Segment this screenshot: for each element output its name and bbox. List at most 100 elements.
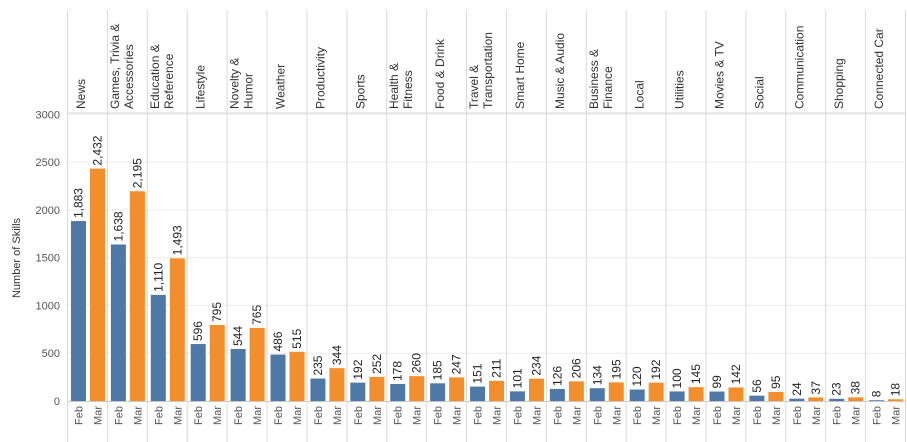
x-tick-label: Feb xyxy=(153,406,165,425)
bar-feb xyxy=(110,244,126,401)
data-label: 486 xyxy=(271,331,285,351)
bar-mar xyxy=(329,368,345,401)
y-axis: Number of Skills 0 500 1000 1500 2000 2500 300… xyxy=(11,109,60,408)
category-header: News xyxy=(74,79,88,109)
x-tick-label: Mar xyxy=(372,406,384,425)
bar-mar xyxy=(528,378,544,401)
data-label: 211 xyxy=(490,358,504,377)
bar-mar xyxy=(728,387,744,401)
data-label: 765 xyxy=(250,305,264,325)
x-tick-label: Feb xyxy=(792,406,804,425)
bar-mar xyxy=(808,397,824,401)
bar-mar xyxy=(888,399,904,401)
data-label: 120 xyxy=(630,366,644,386)
bar-mar xyxy=(90,168,105,401)
category-header: Accessories xyxy=(122,44,136,109)
category-header: Health & xyxy=(387,63,401,109)
category-header: Sports xyxy=(353,74,367,109)
data-label: 234 xyxy=(529,355,543,375)
bar-feb xyxy=(869,400,885,401)
data-label: 192 xyxy=(351,359,365,379)
x-tick-label: Mar xyxy=(412,406,424,425)
data-label: 247 xyxy=(450,354,464,374)
category-header: Food & Drink xyxy=(433,38,447,109)
category-header: Weather xyxy=(274,64,288,109)
data-label: 38 xyxy=(849,381,863,395)
category-header: Humor xyxy=(242,73,256,109)
x-tick-label: Feb xyxy=(473,406,485,425)
category-header: Connected Car xyxy=(872,28,886,109)
data-label: 37 xyxy=(809,381,823,395)
x-tick-label: Mar xyxy=(891,406,903,425)
data-label: 1,638 xyxy=(111,211,125,241)
data-label: 596 xyxy=(191,321,205,341)
x-tick-label: Feb xyxy=(193,406,205,425)
x-tick-label: Mar xyxy=(811,406,823,425)
x-tick-label: Feb xyxy=(672,406,684,425)
data-label: 206 xyxy=(569,358,583,378)
x-tick-label: Mar xyxy=(332,406,344,425)
category-header: Games, Trivia & xyxy=(108,24,122,109)
category-header: Novelty & xyxy=(228,58,242,109)
bar-mar xyxy=(289,351,305,401)
x-tick-label: Feb xyxy=(632,406,644,425)
category-header: Music & Audio xyxy=(553,33,567,109)
data-label: 1,110 xyxy=(151,262,165,291)
data-label: 151 xyxy=(471,363,485,383)
x-tick-label: Mar xyxy=(452,406,464,425)
bar-feb xyxy=(470,386,486,401)
x-tick-label: Mar xyxy=(571,406,583,425)
y-tick-2000: 2000 xyxy=(36,205,60,217)
data-label: 24 xyxy=(790,382,804,396)
bar-feb xyxy=(190,344,206,401)
x-tick-label: Feb xyxy=(512,406,524,425)
bar-mar xyxy=(648,382,664,401)
x-tick-label: Feb xyxy=(233,406,245,425)
x-tick-label: Mar xyxy=(531,406,543,425)
bar-mar xyxy=(768,391,784,401)
x-tick-label: Feb xyxy=(74,406,86,425)
data-label: 142 xyxy=(729,364,743,384)
x-tick-label: Mar xyxy=(132,406,144,425)
data-label: 544 xyxy=(231,326,245,346)
bar-feb xyxy=(390,383,406,401)
data-label: 1,493 xyxy=(170,225,184,255)
data-label: 178 xyxy=(391,361,405,381)
x-tick-label: Feb xyxy=(273,406,285,425)
x-tick-label: Feb xyxy=(552,406,564,425)
y-tick-500: 500 xyxy=(42,348,60,360)
bar-feb xyxy=(629,389,645,401)
data-label: 145 xyxy=(689,364,703,384)
data-label: 18 xyxy=(889,383,903,397)
bar-mar xyxy=(489,380,505,401)
data-label: 99 xyxy=(710,375,724,389)
data-label: 56 xyxy=(750,379,764,393)
x-tick-label: Feb xyxy=(113,406,125,425)
bar-mar xyxy=(369,376,385,401)
bar-feb xyxy=(270,354,286,401)
x-tick-label: Mar xyxy=(731,406,743,425)
bar-feb xyxy=(509,391,525,401)
x-tick-label: Mar xyxy=(292,406,304,425)
x-tick-label: Feb xyxy=(872,406,884,425)
bar-mar xyxy=(129,191,145,401)
bar-feb xyxy=(310,378,326,401)
data-label: 252 xyxy=(370,354,384,374)
category-header: Reference xyxy=(162,53,176,109)
y-tick-2500: 2500 xyxy=(36,157,60,169)
bar-feb xyxy=(549,388,565,401)
x-tick-label: Mar xyxy=(172,406,184,425)
bar-mar xyxy=(568,381,584,401)
data-label: 344 xyxy=(330,345,344,365)
category-header: Productivity xyxy=(313,47,327,109)
y-tick-1500: 1500 xyxy=(36,253,60,265)
category-header: Lifestyle xyxy=(194,65,208,109)
category-header: Utilities xyxy=(673,70,687,109)
x-tick-label: Feb xyxy=(712,406,724,425)
x-tick-label: Feb xyxy=(832,406,844,425)
x-tick-label: Feb xyxy=(433,406,445,425)
category-header: Business & xyxy=(587,49,601,109)
x-tick-label: Feb xyxy=(393,406,405,425)
category-header: Travel & xyxy=(467,65,481,109)
